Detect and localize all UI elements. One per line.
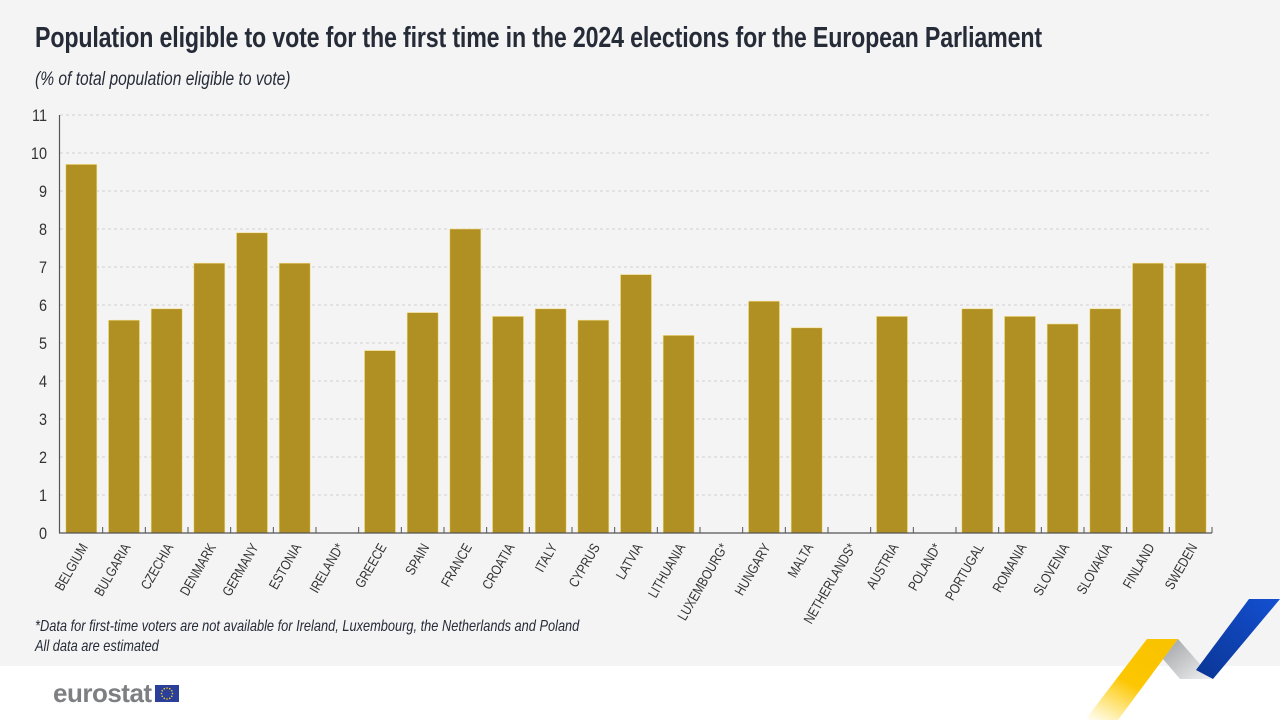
flag-star — [168, 696, 171, 699]
bar-spain — [406, 312, 439, 534]
bar-bulgaria — [108, 319, 140, 534]
flag-star — [170, 694, 173, 697]
bar-latvia — [620, 274, 652, 534]
x-tick-label: HUNGARY — [731, 540, 774, 598]
y-tick-label: 2 — [39, 449, 47, 467]
y-tick-label: 0 — [39, 525, 47, 543]
flag-star — [161, 694, 163, 697]
bar-malta — [790, 327, 823, 534]
y-tick-label: 5 — [39, 335, 47, 353]
x-tick-label: CZECHIA — [137, 540, 177, 592]
eurostat-logo: eurostat — [53, 679, 179, 707]
x-tick-label: PORTUGAL — [942, 540, 988, 603]
x-tick-label: LATVIA — [612, 540, 646, 582]
footnotes: *Data for first-time voters are not avai… — [35, 617, 579, 657]
x-tick-label: DENMARK — [176, 540, 219, 598]
x-tick-label: MALTA — [784, 540, 817, 580]
flag-star — [170, 689, 173, 692]
x-tick-label: POLAND* — [904, 540, 944, 593]
x-tick-label: SWEDEN — [1161, 540, 1200, 592]
x-tick-label: BELGIUM — [51, 540, 91, 593]
x-tick-label: SLOVENIA — [1030, 540, 1073, 598]
y-tick-labels: 0 1 2 3 4 5 6 7 8 9 10 11 — [31, 107, 47, 543]
bar-finland — [1132, 262, 1164, 534]
bar-croatia — [492, 316, 524, 534]
bar-portugal — [961, 308, 994, 534]
flag-star — [163, 696, 165, 699]
flag-star — [165, 697, 168, 700]
y-tick-label: 4 — [39, 373, 47, 391]
x-tick-label: ESTONIA — [265, 540, 304, 592]
y-tick-label: 8 — [39, 221, 47, 239]
y-tick-label: 7 — [39, 259, 47, 277]
bar-belgium — [65, 164, 98, 534]
y-tick-label: 10 — [31, 145, 47, 163]
bars — [65, 164, 1207, 534]
x-tick-label: SLOVAKIA — [1073, 540, 1115, 597]
logo-text: eurostat — [53, 678, 152, 708]
x-tick-label: SPAIN — [402, 540, 433, 577]
bar-italy — [534, 308, 567, 534]
axes — [58, 115, 1213, 534]
flag-star — [161, 689, 163, 692]
x-tick-label: ROMANIA — [989, 540, 1030, 595]
y-tick-label: 11 — [32, 107, 47, 125]
bar-slovenia — [1046, 323, 1079, 534]
bar-austria — [876, 316, 908, 534]
bar-romania — [1004, 316, 1036, 534]
x-tick-labels: BELGIUM BULGARIA CZECHIA DENMARK GERMANY ESTO… — [51, 540, 1200, 626]
flag-star — [168, 687, 171, 690]
x-tick-label: FINLAND — [1119, 540, 1158, 591]
x-tick-label: CYPRUS — [565, 540, 603, 590]
x-tick-label: BULGARIA — [91, 540, 134, 599]
bar-france — [449, 228, 482, 534]
eu-flag-icon — [154, 684, 179, 702]
bar-sweden — [1174, 262, 1207, 534]
x-tick-label: LITHUANIA — [644, 540, 688, 600]
bar-slovakia — [1089, 308, 1122, 534]
y-tick-label: 3 — [39, 411, 47, 429]
bar-hungary — [748, 300, 780, 534]
bar-chart: 0 1 2 3 4 5 6 7 8 9 10 11 BELGIUM BULGARIA CZECHIA DEN… — [31, 107, 1213, 627]
y-tick-label: 1 — [39, 487, 47, 505]
chart-subtitle: (% of total population eligible to vote) — [35, 69, 291, 90]
bar-czechia — [150, 308, 183, 534]
x-tick-label: GERMANY — [219, 540, 262, 599]
flag-star — [171, 692, 173, 694]
y-tick-label: 9 — [39, 183, 47, 201]
footnote-estimated: All data are estimated — [35, 638, 159, 655]
bar-cyprus — [577, 319, 610, 534]
bar-estonia — [278, 262, 311, 534]
flag-star — [160, 692, 162, 694]
x-tick-label: IRELAND* — [306, 540, 347, 595]
x-tick-label: ITALY — [531, 540, 561, 575]
x-tick-label: FRANCE — [437, 540, 475, 589]
y-tick-label: 6 — [39, 297, 47, 315]
footnote-missing-data: *Data for first-time voters are not avai… — [35, 618, 580, 635]
chart-title: Population eligible to vote for the firs… — [35, 22, 1042, 54]
x-tick-label: AUSTRIA — [863, 540, 902, 592]
bar-lithuania — [662, 335, 695, 534]
bar-denmark — [193, 262, 226, 534]
x-tick-label: CROATIA — [479, 540, 518, 592]
bar-greece — [364, 350, 396, 534]
x-tick-label: GREECE — [351, 540, 389, 590]
bar-germany — [236, 232, 268, 534]
flag-star — [165, 686, 168, 689]
flag-star — [163, 687, 165, 690]
